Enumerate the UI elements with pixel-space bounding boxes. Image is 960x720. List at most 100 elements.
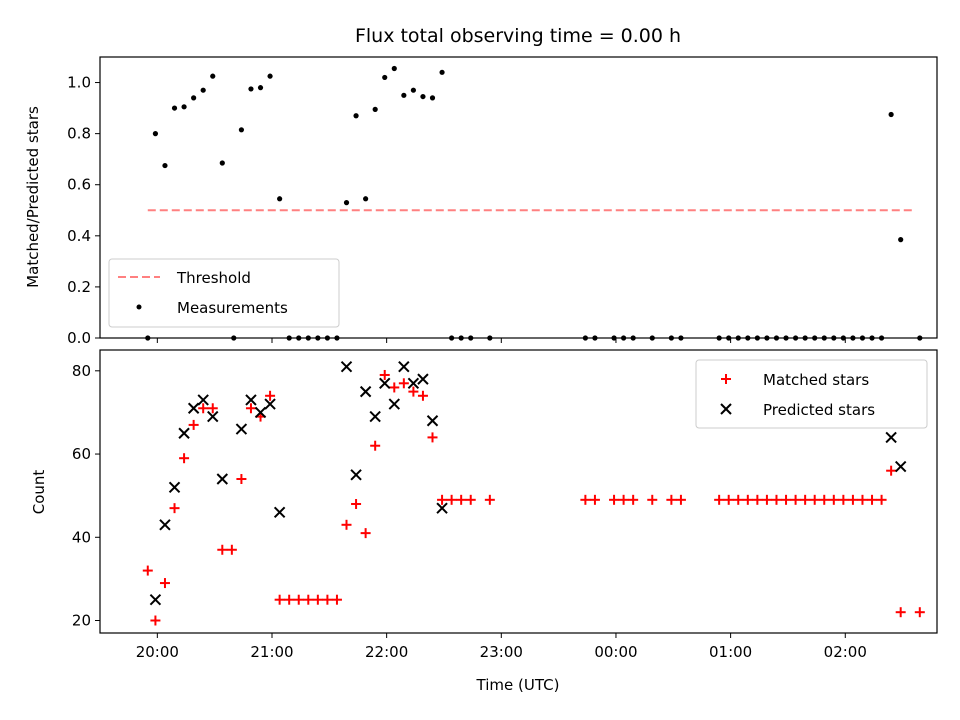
predicted-star-point [168,481,181,494]
bottom-y-tick-label: 80 [72,362,91,380]
bottom-axes-frame [99,349,938,634]
bottom-y-ticks: 20 40 60 80 [72,362,100,630]
matched-star-point [360,528,371,539]
matched-star-point [351,498,362,509]
measurement-point [267,73,273,79]
matched-star-point [666,494,677,505]
predicted-star-point [417,373,429,385]
measurement-point [200,87,206,93]
predicted-star-point [207,410,219,423]
matched-star-point [217,544,228,555]
matched-star-point [236,474,247,485]
legend-threshold-label: Threshold [176,269,251,287]
matched-star-point [761,494,772,505]
matched-star-point [618,494,629,505]
matched-star-point [742,494,753,505]
matched-star-point [437,494,448,505]
legend-measurements-label: Measurements [177,299,288,317]
predicted-star-point [197,394,209,406]
matched-star-point [370,440,381,451]
predicted-star-point [379,377,391,390]
x-tick-label: 20:00 [136,643,179,661]
matched-star-point [150,615,161,626]
matched-star-point [465,494,476,505]
matched-star-point [609,494,620,505]
measurement-point [382,74,388,81]
matched-star-point [800,494,811,505]
matched-star-point [331,594,342,605]
matched-star-point [198,403,209,414]
matched-star-point [819,494,830,505]
predicted-star-point [264,398,276,410]
matched-star-point [714,494,725,505]
bottom-x-ticks: 20:00 21:00 22:00 23:00 00:00 01:00 02:00 [136,633,867,661]
x-tick-label: 00:00 [594,643,637,661]
matched-star-point [647,494,658,505]
predicted-star-point [273,506,286,519]
matched-star-point [886,465,897,476]
top-y-tick-label: 0.6 [67,176,91,194]
matched-star-point [857,494,868,505]
predicted-star-point [885,431,897,444]
x-tick-label: 22:00 [365,643,408,661]
matched-star-point [628,494,639,505]
measurement-point [238,127,245,133]
matched-star-point [446,494,457,505]
bottom-panel: 20 40 60 80 20:00 21:00 22:00 23:00 00:00 01:00 0… [30,349,938,694]
top-y-ticks: 0.0 0.2 0.4 0.6 0.8 1.0 [67,74,100,347]
matched-star-point [312,594,323,605]
legend-predicted-swatch [720,403,732,415]
predicted-star-point [894,460,907,473]
legend-matched-marker [721,374,731,384]
predicted-star-point [398,360,410,373]
matched-star-point [284,594,295,605]
matched-star-point [398,378,409,389]
measurement-point [401,92,407,98]
matched-star-point [293,594,304,605]
predicted-star-point [350,469,362,481]
predicted-star-point [159,519,171,531]
predicted-star-point [245,394,257,406]
measurement-point [343,200,350,206]
predicted-star-point [340,360,353,373]
top-y-tick-label: 0.8 [67,125,91,143]
bottom-legend: Matched stars Predicted stars [695,359,928,429]
measurement-point [171,105,178,111]
matched-star-point [589,494,600,505]
measurement-point [162,162,168,169]
measurement-point [248,86,254,92]
predicted-star-point [369,410,381,423]
predicted-star-point [149,593,162,606]
predicted-star-point [235,423,248,435]
matched-star-point [781,494,792,505]
matched-star-point [876,494,887,505]
measurement-point [277,196,283,202]
bottom-data-layer [142,360,925,626]
matched-star-point [303,594,314,605]
matched-star-point [790,494,801,505]
matched-star-point [226,544,237,555]
measurement-point [888,111,894,118]
measurement-point [372,106,378,112]
measurement-point [257,85,264,91]
measurement-point [420,93,426,100]
matched-star-point [408,386,419,397]
bottom-y-tick-label: 20 [72,612,91,630]
predicted-star-point [254,406,267,419]
top-y-tick-label: 0.0 [67,329,91,347]
bottom-y-tick-label: 40 [72,528,91,546]
matched-star-point [142,565,153,576]
top-axes-frame [99,56,938,339]
matched-star-point [580,494,591,505]
matched-star-point [341,519,352,530]
matched-star-point [265,390,276,401]
matched-star-point [838,494,849,505]
measurement-point [363,196,369,202]
predicted-star-point [216,473,229,485]
matched-star-point [417,390,428,401]
measurement-point [439,69,445,75]
matched-star-point [379,369,390,380]
top-y-tick-label: 0.4 [67,227,91,245]
top-x-ticks [156,338,846,343]
